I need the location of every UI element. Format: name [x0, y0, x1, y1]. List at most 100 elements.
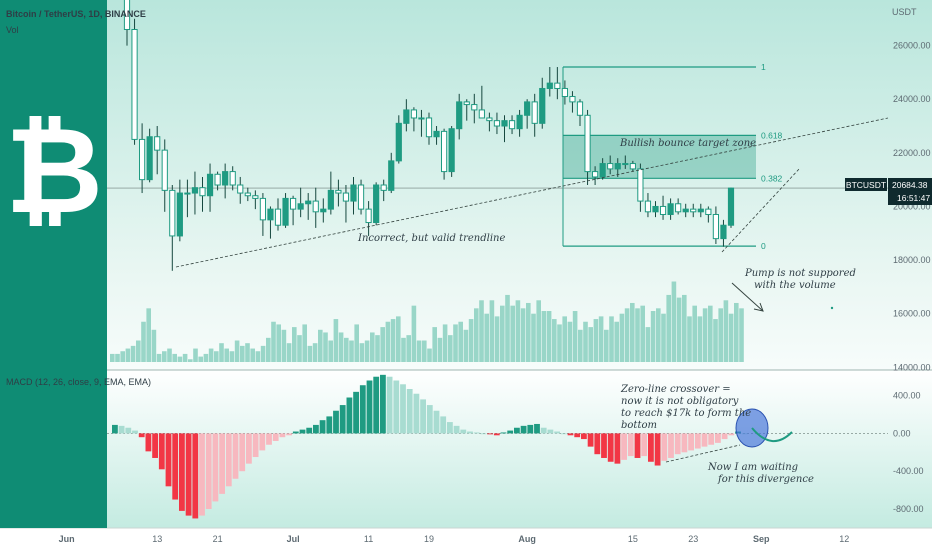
symbol-header[interactable]: Bitcoin / TetherUS, 1D, BINANCE: [6, 9, 146, 19]
macd-bar: [534, 423, 540, 434]
volume-bar: [203, 353, 209, 362]
volume-bar: [666, 294, 671, 362]
candle-body: [237, 184, 244, 194]
candle-body: [622, 163, 629, 166]
volume-bar: [156, 353, 162, 362]
candle-body: [139, 138, 146, 181]
volume-bar: [552, 319, 557, 362]
axes: 26000.00 24000.00 22000.00 20000.00 18000.00…: [59, 41, 931, 544]
volume-note-1: Pump is not suppored: [744, 268, 856, 279]
macd-bar: [219, 433, 225, 494]
volume-bar: [323, 332, 328, 362]
macd-bar: [627, 433, 634, 457]
candle-body: [161, 149, 168, 191]
macd-bar: [225, 433, 232, 487]
volume-note-2: with the volume: [754, 280, 836, 291]
macd-bar: [614, 433, 621, 464]
candle-body: [206, 173, 214, 197]
macd-bar: [453, 425, 460, 434]
volume-bar: [692, 305, 697, 362]
candle-body: [675, 203, 682, 213]
macd-bar: [313, 424, 319, 434]
macd-note-3: to reach $17k to form the: [621, 408, 751, 419]
vol-header[interactable]: Vol: [6, 25, 19, 35]
price-tick-6: 14000.00: [893, 362, 931, 372]
candle-body: [380, 184, 387, 191]
volume-bar: [250, 348, 255, 362]
trendline-label: Incorrect, but valid trendline: [357, 233, 505, 244]
macd-bar: [158, 433, 165, 470]
volume-bar: [572, 311, 578, 362]
candle-body: [524, 101, 531, 116]
time-tick-2: 21: [213, 534, 223, 544]
volume-bar: [364, 340, 370, 362]
macd-bar: [607, 433, 614, 462]
volume-bar: [214, 351, 219, 362]
volume-bar: [671, 281, 677, 362]
candle-body: [592, 171, 599, 178]
volume-bar: [437, 337, 443, 362]
volume-bar: [193, 348, 198, 362]
macd-bar: [493, 433, 500, 436]
volume-bar: [396, 316, 401, 362]
macd-bar: [547, 429, 554, 434]
candle-body: [312, 200, 319, 213]
volume-bar: [297, 335, 302, 362]
volume-bar: [593, 319, 599, 362]
candle-body: [274, 208, 282, 226]
drawings: [175, 117, 889, 463]
macd-bar: [292, 431, 299, 434]
candle-body: [433, 130, 440, 138]
macd-bar: [426, 405, 433, 434]
time-tick-4: 11: [364, 534, 373, 544]
macd-bar: [259, 433, 266, 451]
volume-bar: [609, 316, 614, 362]
macd-bar: [594, 433, 601, 455]
candle-body: [441, 130, 448, 173]
logo-panel: [0, 0, 107, 528]
candle-body: [365, 208, 372, 224]
macd-bar: [467, 431, 473, 434]
macd-bar: [132, 430, 138, 434]
volume-bars: [110, 281, 744, 362]
volume-bar: [146, 308, 151, 362]
macd-bar: [386, 376, 393, 434]
volume-bar: [645, 327, 651, 362]
macd-bar: [433, 410, 440, 434]
candle-body: [350, 184, 357, 202]
volume-bar: [468, 319, 474, 362]
candle-body: [463, 101, 470, 106]
volume-bar: [354, 324, 359, 362]
candle-body: [682, 208, 689, 213]
candle-body: [599, 163, 606, 178]
volume-bar: [260, 345, 266, 362]
volume-bar: [702, 308, 708, 362]
macd-bar: [540, 427, 547, 434]
macd-header[interactable]: MACD (12, 26, close, 9, EMA, EMA): [6, 377, 151, 387]
price-tick-2: 22000.00: [893, 148, 931, 158]
volume-bar: [614, 321, 619, 362]
macd-tick-0: 400.00: [893, 391, 921, 401]
fib-label-1: 0.618: [761, 130, 783, 140]
macd-bar: [527, 424, 534, 434]
candle-body: [229, 171, 236, 186]
price-tick-4: 18000.00: [893, 255, 931, 265]
candle-body: [222, 171, 229, 186]
volume-bar: [162, 351, 167, 362]
volume-bar: [245, 343, 250, 362]
candle-body: [176, 192, 183, 237]
price-tick-5: 16000.00: [893, 309, 931, 319]
volume-bar: [687, 316, 692, 362]
macd-bar: [520, 425, 527, 434]
fib-label-3: 0: [761, 241, 766, 251]
macd-bar: [674, 433, 681, 455]
volume-bar: [557, 324, 562, 362]
candle-body: [584, 114, 591, 173]
candle-body: [607, 163, 614, 170]
volume-bar: [510, 305, 515, 362]
volume-bar: [708, 305, 713, 362]
macd-bar: [487, 433, 493, 435]
volume-bar: [359, 343, 365, 362]
volume-bar: [302, 324, 307, 362]
macd-bar: [420, 399, 426, 434]
